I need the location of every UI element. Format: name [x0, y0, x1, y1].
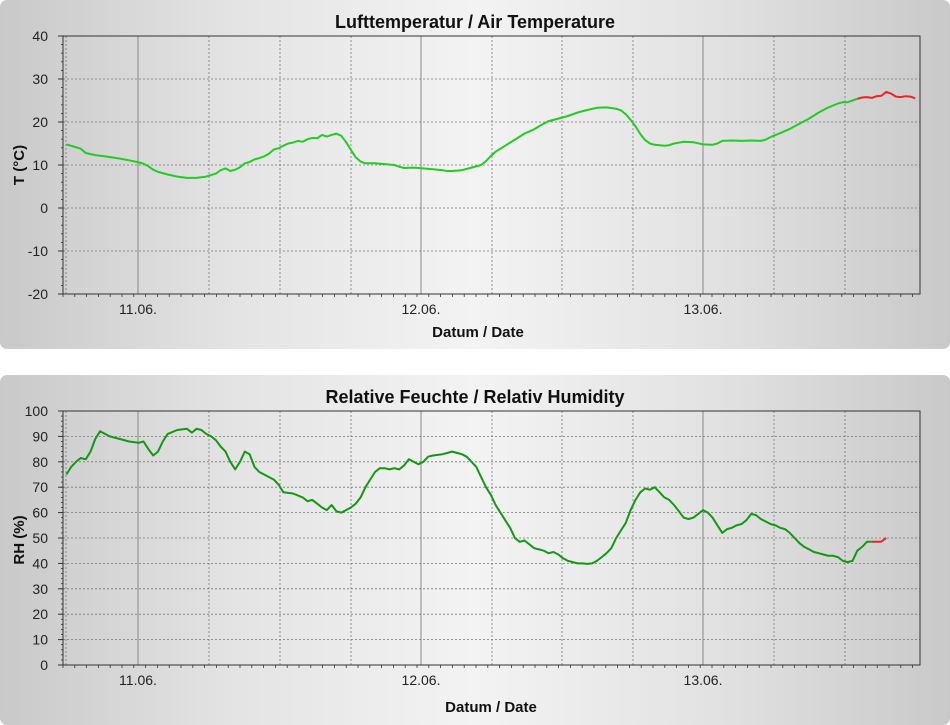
temperature-plot-area [62, 35, 921, 295]
humidity-y-axis-label: RH (%) [11, 515, 28, 564]
humidity-panel: Relative Feuchte / Relativ Humidity RH (… [0, 375, 950, 725]
temperature-y-tick-label: 20 [32, 114, 48, 130]
temperature-grid [63, 35, 920, 295]
humidity-x-tick-label: 11.06. [119, 672, 157, 688]
humidity-y-tick-label: 40 [32, 555, 48, 571]
humidity-y-tick-label: 100 [25, 403, 49, 419]
humidity-series-line-2 [871, 537, 887, 543]
humidity-chart-title: Relative Feuchte / Relativ Humidity [325, 387, 624, 407]
humidity-y-tick-label: 80 [32, 454, 48, 470]
humidity-y-tick-label: 60 [32, 505, 48, 521]
humidity-y-tick-label: 70 [32, 479, 48, 495]
temperature-y-tick-label: 30 [32, 71, 48, 87]
temperature-y-tick-label: -20 [28, 286, 48, 302]
temperature-x-axis-label: Datum / Date [432, 324, 524, 341]
humidity-y-tick-label: 90 [32, 428, 48, 444]
humidity-x-tick-label: 13.06. [684, 672, 723, 688]
humidity-y-tick-label: 10 [32, 632, 48, 648]
temperature-y-tick-label: 10 [32, 157, 48, 173]
humidity-y-tick-label: 30 [32, 581, 48, 597]
temperature-series-line-1 [66, 97, 858, 179]
temperature-y-tick-label: -10 [28, 243, 48, 259]
humidity-y-tick-label: 20 [32, 606, 48, 622]
temperature-series-line-2 [857, 90, 916, 100]
temperature-x-tick-label: 11.06. [119, 301, 157, 317]
temperature-chart: Lufttemperatur / Air Temperature Datum /… [11, 12, 921, 341]
humidity-chart: Relative Feuchte / Relativ Humidity RH (… [11, 387, 921, 716]
humidity-y-tick-label: 0 [40, 657, 48, 673]
humidity-x-axis-label: Datum / Date [445, 699, 537, 716]
temperature-y-axis-label: T (°C) [11, 145, 28, 185]
humidity-series-line-1 [65, 427, 872, 565]
temperature-panel: Lufttemperatur / Air Temperature Datum /… [0, 0, 950, 349]
humidity-y-tick-label: 50 [32, 530, 48, 546]
temperature-x-tick-label: 12.06. [402, 301, 441, 317]
temperature-y-tick-label: 40 [32, 28, 48, 44]
humidity-x-tick-label: 12.06. [402, 672, 441, 688]
humidity-plot-area [62, 410, 921, 666]
humidity-grid [63, 410, 920, 666]
temperature-y-tick-label: 0 [40, 200, 48, 216]
temperature-x-tick-label: 13.06. [684, 301, 723, 317]
temperature-chart-title: Lufttemperatur / Air Temperature [335, 12, 615, 32]
